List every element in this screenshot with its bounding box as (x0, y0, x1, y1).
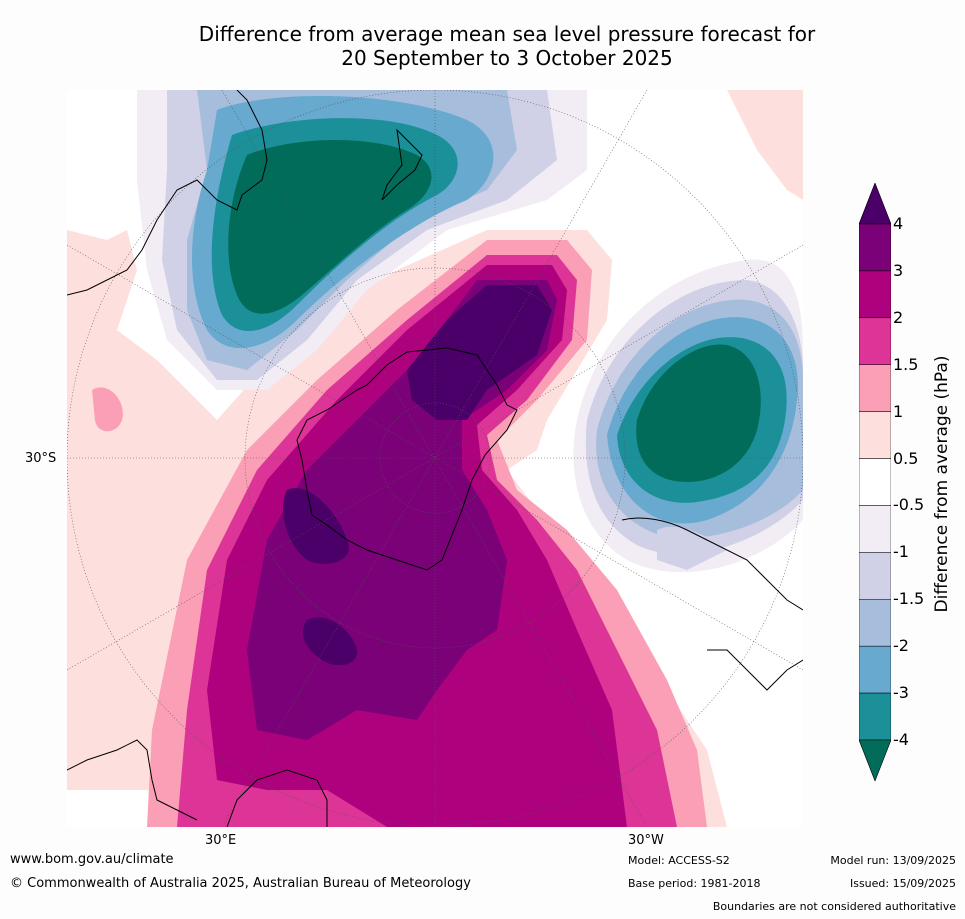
colorbar-cell (859, 223, 891, 272)
colorbar-cell (859, 692, 891, 741)
colorbar-tick-label: 1.5 (893, 354, 919, 374)
coastlines (67, 90, 803, 827)
footer-model: Model: ACCESS-S2 (628, 854, 730, 867)
new-zealand-coast (381, 128, 423, 201)
colorbar-cell (859, 645, 891, 694)
colorbar-cell (859, 599, 891, 647)
colorbar-cell (859, 411, 891, 459)
lat-label-30s: 30°S (25, 451, 57, 466)
map-title: Difference from average mean sea level p… (0, 22, 965, 70)
footer-base-period: Base period: 1981-2018 (628, 877, 761, 890)
positive-anomaly-region (67, 90, 803, 827)
footer-copyright: © Commonwealth of Australia 2025, Austra… (10, 876, 471, 891)
colorbar-cell (859, 317, 891, 365)
colorbar-tick-label: -1.5 (893, 589, 925, 609)
colorbar-cell (859, 505, 891, 553)
colorbar-tick-label: -4 (893, 730, 909, 749)
negative-anomaly-region-east (573, 259, 803, 573)
lon-label-30e: 30°E (205, 833, 237, 848)
colorbar-title: Difference from average (hPa) (932, 355, 952, 613)
footer-disclaimer: Boundaries are not considered authoritat… (712, 900, 956, 913)
title-line-1: Difference from average mean sea level p… (198, 22, 816, 46)
colorbar-tick-label: 2 (893, 307, 904, 327)
colorbar-tick-label: -0.5 (893, 495, 925, 515)
australia-coast (67, 90, 268, 296)
colorbar-tick-label: -3 (893, 683, 909, 703)
colorbar-cell (859, 270, 891, 319)
colorbar-tick-label: 4 (893, 214, 904, 233)
africa-coast-2 (226, 769, 328, 827)
footer-url[interactable]: www.bom.gov.au/climate (10, 852, 174, 867)
colorbar-tick-label: 1 (893, 401, 904, 421)
footer-model-run: Model run: 13/09/2025 (830, 854, 956, 867)
lon-label-30w: 30°W (628, 833, 664, 848)
colorbar-cell (859, 364, 891, 412)
colorbar-extend-low (859, 739, 891, 781)
south-america-coast (621, 517, 803, 611)
africa-coast (67, 739, 198, 821)
pressure-anomaly-map (67, 90, 803, 827)
colorbar-tick-label: 3 (893, 260, 904, 280)
colorbar-tick-label: 0.5 (893, 448, 919, 468)
colorbar-cell (859, 458, 891, 506)
colorbar-extend-high (859, 183, 891, 225)
colorbar-cells (859, 223, 891, 741)
colorbar-tick-label: -2 (893, 636, 909, 656)
graticule (67, 90, 803, 827)
footer-issued: Issued: 15/09/2025 (849, 877, 956, 890)
antarctica-coast (296, 347, 518, 571)
colorbar-cell (859, 552, 891, 600)
title-line-2: 20 September to 3 October 2025 (341, 46, 673, 70)
colorbar-tick-label: -1 (893, 542, 909, 562)
colorbar (859, 183, 891, 781)
south-atlantic-coast (707, 649, 803, 691)
